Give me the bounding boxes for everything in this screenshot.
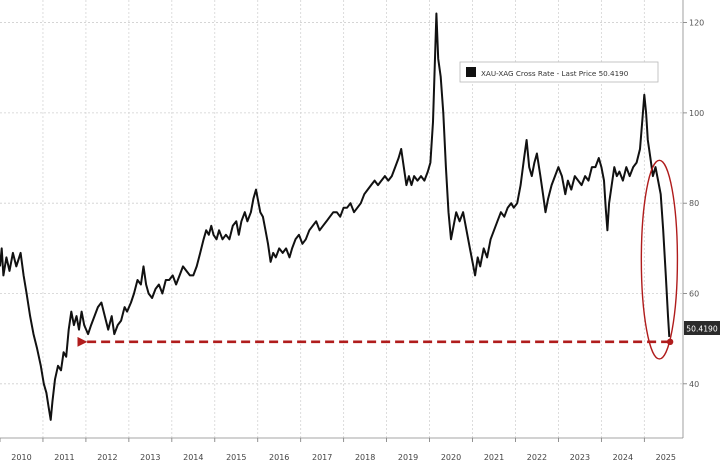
x-tick-label: 2017 <box>312 453 332 462</box>
x-tick-label: 2022 <box>527 453 547 462</box>
x-tick-label: 2024 <box>613 453 633 462</box>
legend-label: XAU-XAG Cross Rate - Last Price 50.4190 <box>481 69 629 78</box>
x-tick-label: 2013 <box>140 453 160 462</box>
arrow-start-dot <box>666 338 674 346</box>
last-price-bg <box>684 321 720 335</box>
x-tick-label: 2023 <box>570 453 590 462</box>
legend-box <box>459 61 659 83</box>
x-tick-label: 2012 <box>97 453 117 462</box>
legend: XAU-XAG Cross Rate - Last Price 50.4190 <box>459 61 659 83</box>
last-price-tag: 50.4190 <box>684 321 720 335</box>
x-tick-label: 2020 <box>441 453 461 462</box>
x-tick-label: 2019 <box>398 453 418 462</box>
x-tick-label: 2016 <box>269 453 289 462</box>
y-tick-label: 60 <box>689 290 699 299</box>
last-price-label: 50.4190 <box>686 325 718 334</box>
y-tick-label: 120 <box>689 19 704 28</box>
x-tick-label: 2018 <box>355 453 375 462</box>
series-line <box>0 12 671 421</box>
annotation-layer <box>77 159 679 360</box>
x-tick-label: 2015 <box>226 453 246 462</box>
x-tick-label: 2010 <box>11 453 31 462</box>
x-tick-label: 2014 <box>183 453 203 462</box>
series-layer <box>0 12 671 421</box>
x-tick-label: 2011 <box>54 453 74 462</box>
x-tick-label: 2021 <box>484 453 504 462</box>
axis-layer: 40 60 80 100 120 2010 2011 2012 2013 2014 2015 2016… <box>0 0 704 462</box>
y-tick-label: 80 <box>689 199 699 208</box>
y-tick-label: 40 <box>689 380 699 389</box>
highlight-ellipse <box>640 159 679 360</box>
x-tick-label: 2025 <box>656 453 676 462</box>
y-tick-label: 100 <box>689 109 704 118</box>
legend-swatch <box>466 67 476 77</box>
